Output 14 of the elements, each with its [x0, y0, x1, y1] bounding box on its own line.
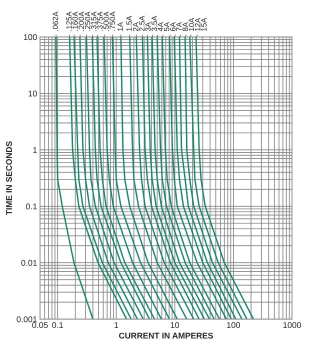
x-axis-title: CURRENT IN AMPERES: [119, 332, 213, 339]
x-tick-label: 10: [170, 322, 180, 328]
y-tick-label: 10: [28, 90, 37, 97]
y-tick-label: 0.01: [21, 260, 37, 266]
x-tick-label: 1000: [283, 322, 301, 328]
y-tick-label: 100: [24, 34, 37, 40]
y-tick-label: 1: [33, 147, 37, 153]
y-axis-title: TIME IN SECONDS: [6, 141, 12, 216]
y-tick-label: 0.001: [16, 316, 37, 322]
x-tick-label: 100: [227, 322, 240, 328]
x-tick-label: 1: [114, 322, 118, 328]
x-tick-label: 0.05: [32, 322, 48, 328]
y-tick-label: 0.1: [26, 203, 37, 210]
x-tick-label: 0.1: [52, 322, 64, 328]
